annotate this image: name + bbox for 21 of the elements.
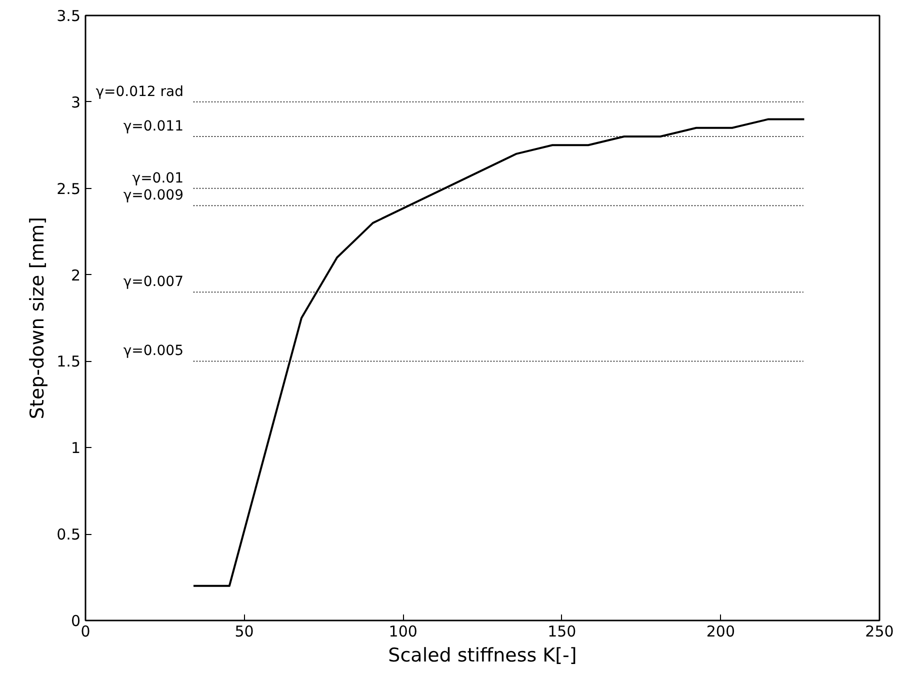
y-tick-label: 1 (70, 439, 81, 458)
y-tick-label: 2.5 (56, 180, 81, 198)
x-tick-label: 200 (706, 622, 736, 640)
y-tick-label: 1.5 (56, 352, 81, 371)
x-tick-label: 50 (234, 622, 254, 640)
x-axis-title: Scaled stiffness K[-] (388, 644, 577, 666)
y-tick-label: 0.5 (56, 526, 81, 544)
y-axis-title: Step-down size [mm] (26, 216, 49, 420)
annotation: γ=0.007 (123, 274, 184, 290)
annotation: γ=0.005 (123, 343, 184, 360)
annotation: γ=0.011 (123, 118, 184, 134)
annotation: γ=0.01 (132, 170, 184, 186)
y-tick-label: 2 (70, 266, 81, 284)
y-tick-label: 3 (70, 93, 81, 112)
annotation: γ=0.009 (123, 188, 184, 204)
x-tick-label: 100 (388, 622, 418, 640)
x-tick-label: 250 (865, 622, 894, 640)
annotation: γ=0.012 rad (96, 84, 184, 100)
line-series (192, 118, 806, 587)
x-tick-label: 150 (548, 622, 576, 640)
y-tick-label: 3.5 (56, 7, 81, 25)
